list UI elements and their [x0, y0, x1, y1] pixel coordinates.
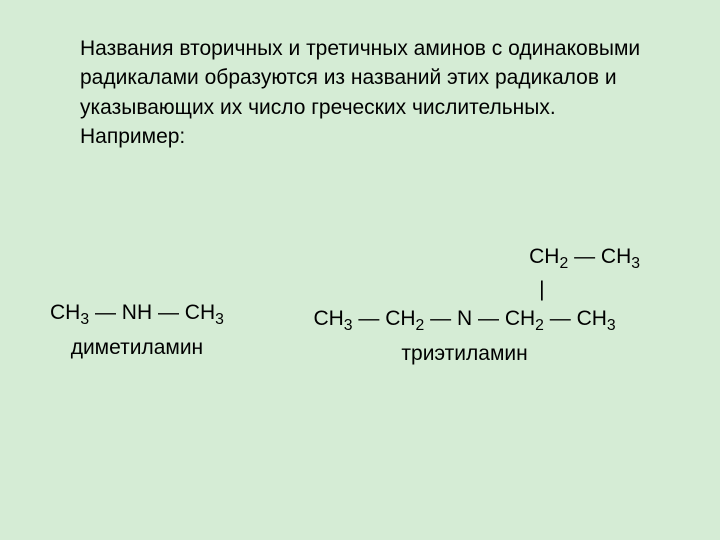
dimethylamine-name: диметиламин	[71, 333, 203, 362]
dimethylamine-block: CH3 ― NH ― CH3 диметиламин	[50, 298, 224, 369]
triethylamine-name: триэтиламин	[401, 339, 527, 368]
triethylamine-main: CH3 ― CH2 ― N ― CH2 ― CH3	[313, 304, 615, 337]
formulas-container: CH3 ― NH ― CH3 диметиламин CH2 ― CH3 | C…	[60, 242, 660, 369]
triethylamine-bond: |	[289, 275, 640, 304]
dimethylamine-structure: CH3 ― NH ― CH3	[50, 298, 224, 331]
triethylamine-branch: CH2 ― CH3	[289, 242, 640, 275]
intro-paragraph: Названия вторичных и третичных аминов с …	[60, 34, 660, 152]
triethylamine-block: CH2 ― CH3 | CH3 ― CH2 ― N ― CH2 ― CH3 тр…	[289, 242, 640, 369]
